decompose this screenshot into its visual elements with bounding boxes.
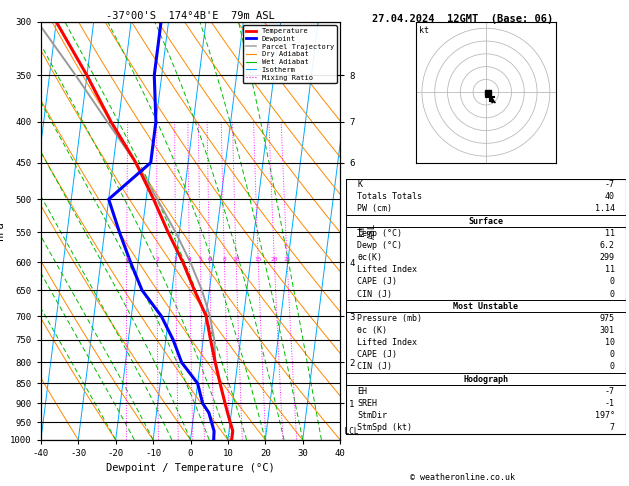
Text: -7: -7 bbox=[604, 180, 615, 189]
Text: 11: 11 bbox=[604, 229, 615, 238]
Text: EH: EH bbox=[357, 387, 367, 396]
Text: 15: 15 bbox=[255, 258, 262, 262]
Text: 0: 0 bbox=[610, 278, 615, 286]
Text: θc(K): θc(K) bbox=[357, 253, 382, 262]
Text: SREH: SREH bbox=[357, 399, 377, 408]
Text: -1: -1 bbox=[604, 399, 615, 408]
Text: 4: 4 bbox=[187, 258, 191, 262]
Text: PW (cm): PW (cm) bbox=[357, 205, 392, 213]
Text: Lifted Index: Lifted Index bbox=[357, 265, 417, 274]
Text: LCL: LCL bbox=[340, 427, 359, 435]
Text: © weatheronline.co.uk: © weatheronline.co.uk bbox=[410, 473, 515, 482]
Text: kt: kt bbox=[420, 26, 430, 35]
Text: 40: 40 bbox=[604, 192, 615, 201]
Title: -37°00'S  174°4B'E  79m ASL: -37°00'S 174°4B'E 79m ASL bbox=[106, 11, 275, 21]
Text: 6.2: 6.2 bbox=[599, 241, 615, 250]
Text: 2: 2 bbox=[155, 258, 159, 262]
Text: 197°: 197° bbox=[594, 411, 615, 420]
Text: 975: 975 bbox=[599, 314, 615, 323]
Text: Temp (°C): Temp (°C) bbox=[357, 229, 402, 238]
Text: CIN (J): CIN (J) bbox=[357, 363, 392, 371]
Text: 301: 301 bbox=[599, 326, 615, 335]
Text: Most Unstable: Most Unstable bbox=[454, 302, 518, 311]
Text: 0: 0 bbox=[610, 290, 615, 298]
Text: Surface: Surface bbox=[469, 217, 503, 226]
Text: -7: -7 bbox=[604, 387, 615, 396]
Text: CAPE (J): CAPE (J) bbox=[357, 350, 397, 359]
Text: Hodograph: Hodograph bbox=[464, 375, 508, 383]
Text: CIN (J): CIN (J) bbox=[357, 290, 392, 298]
Text: 8: 8 bbox=[223, 258, 226, 262]
Text: 20: 20 bbox=[270, 258, 278, 262]
Text: 7: 7 bbox=[610, 423, 615, 432]
Text: 27.04.2024  12GMT  (Base: 06): 27.04.2024 12GMT (Base: 06) bbox=[372, 14, 553, 24]
Text: 11: 11 bbox=[604, 265, 615, 274]
Text: 1.14: 1.14 bbox=[594, 205, 615, 213]
Text: 10: 10 bbox=[604, 338, 615, 347]
Text: 25: 25 bbox=[284, 258, 291, 262]
Text: 5: 5 bbox=[199, 258, 203, 262]
Text: Totals Totals: Totals Totals bbox=[357, 192, 422, 201]
Text: Dewp (°C): Dewp (°C) bbox=[357, 241, 402, 250]
Text: StmDir: StmDir bbox=[357, 411, 387, 420]
Y-axis label: km
ASL: km ASL bbox=[357, 223, 377, 239]
Text: StmSpd (kt): StmSpd (kt) bbox=[357, 423, 412, 432]
Text: Lifted Index: Lifted Index bbox=[357, 338, 417, 347]
Text: 1: 1 bbox=[125, 258, 128, 262]
Text: 10: 10 bbox=[233, 258, 240, 262]
Y-axis label: hPa: hPa bbox=[0, 222, 5, 240]
Text: CAPE (J): CAPE (J) bbox=[357, 278, 397, 286]
Text: 3: 3 bbox=[174, 258, 177, 262]
Text: θc (K): θc (K) bbox=[357, 326, 387, 335]
Text: Pressure (mb): Pressure (mb) bbox=[357, 314, 422, 323]
Text: K: K bbox=[357, 180, 362, 189]
Text: 6: 6 bbox=[208, 258, 211, 262]
Text: 0: 0 bbox=[610, 363, 615, 371]
Text: 299: 299 bbox=[599, 253, 615, 262]
Text: 0: 0 bbox=[610, 350, 615, 359]
X-axis label: Dewpoint / Temperature (°C): Dewpoint / Temperature (°C) bbox=[106, 464, 275, 473]
Legend: Temperature, Dewpoint, Parcel Trajectory, Dry Adiabat, Wet Adiabat, Isotherm, Mi: Temperature, Dewpoint, Parcel Trajectory… bbox=[243, 25, 337, 83]
